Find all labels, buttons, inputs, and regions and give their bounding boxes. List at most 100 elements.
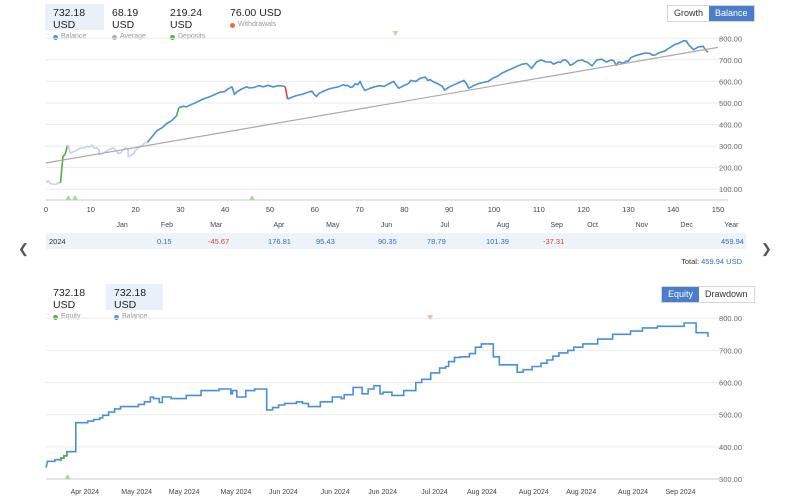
stat-deposits[interactable]: 219.24 USD Deposits	[162, 4, 224, 40]
x-tick-label: 30	[176, 205, 184, 214]
stat-withdrawals[interactable]: 76.00 USD Withdrawals	[222, 4, 292, 30]
x-tick-label: Jul 2024	[421, 489, 448, 496]
y-tick-label: 500.00	[719, 99, 742, 108]
y-tick-label: 200.00	[719, 164, 742, 173]
month-label: Dec	[680, 222, 693, 229]
legend-dot	[112, 34, 117, 40]
x-tick-label: 10	[87, 205, 95, 214]
series-line-withdrawal	[284, 86, 289, 100]
total-value: 459.94 USD	[701, 257, 742, 266]
month-value-may: 95.43	[316, 237, 335, 246]
series-line-balance-early	[45, 180, 61, 186]
stat-value: 76.00 USD	[230, 7, 282, 19]
y-tick-label: 700.00	[719, 346, 742, 355]
y-tick-label: 100.00	[719, 185, 742, 194]
year-label: 2024	[49, 237, 66, 246]
y-tick-label: 500.00	[719, 411, 742, 420]
series-line-balance-main	[287, 39, 709, 100]
y-tick-label: 400.00	[719, 443, 742, 452]
x-tick-label: 150	[712, 205, 725, 214]
series-line-equity-deposits	[60, 451, 68, 462]
balance-button[interactable]: Balance	[709, 6, 754, 21]
y-tick-label: 800.00	[719, 34, 742, 43]
stat-balance-bottom[interactable]: 732.18 USD Balance	[106, 284, 163, 320]
month-value-apr: 176.81	[268, 237, 291, 246]
stat-value: 732.18 USD	[53, 287, 86, 311]
balance-chart: 100.00 200.00 300.00 400.00 500.00 600.00 700.…	[44, 31, 742, 229]
next-arrow-icon[interactable]: ❯	[761, 241, 772, 256]
y-tick-label: 300.00	[719, 142, 742, 151]
x-tick-label: Sep 2024	[666, 489, 696, 496]
y-tick-label: 600.00	[719, 379, 742, 388]
series-line-deposits	[59, 144, 69, 183]
x-tick-label: 0	[44, 205, 48, 214]
prev-arrow-icon[interactable]: ❮	[18, 241, 29, 256]
deposit-marker	[72, 195, 79, 200]
month-label: Feb	[161, 222, 173, 229]
drawdown-button[interactable]: Drawdown	[699, 287, 754, 302]
month-label: May	[326, 222, 340, 229]
x-tick-label: 40	[221, 205, 229, 214]
x-tick-label: 100	[488, 205, 501, 214]
month-label: Jan	[117, 222, 128, 229]
legend-dot	[53, 314, 58, 320]
x-tick-label: Jun 2024	[368, 489, 397, 496]
deposit-marker	[65, 195, 72, 200]
month-value-mar: -45.67	[208, 237, 230, 246]
x-tick-label: May 2024	[169, 489, 200, 496]
series-line-balance-faded	[66, 141, 148, 158]
stat-equity[interactable]: 732.18 USD Equity	[45, 284, 107, 320]
stat-value: 68.19 USD	[112, 7, 139, 31]
series-line-deposits-2	[175, 107, 180, 117]
month-label: Aug	[497, 222, 510, 229]
y-tick-label: 600.00	[719, 77, 742, 86]
legend-dot	[170, 34, 175, 40]
month-value-sep: -37.31	[543, 237, 565, 246]
total-label: Total:	[681, 257, 700, 266]
stat-label: Average	[120, 33, 146, 40]
series-line-balance-main	[146, 115, 178, 143]
monthly-returns-row: 2024 0.15 -45.67 176.81 95.43 90.35 78.7…	[46, 233, 746, 249]
legend-dot	[114, 314, 119, 320]
month-label: Oct	[587, 222, 598, 229]
stat-value: 219.24 USD	[170, 7, 203, 31]
equity-chart: 300.00 400.00 500.00 600.00 700.00 800.00 Apr …	[45, 314, 742, 496]
y-tick-label: 800.00	[719, 314, 742, 323]
x-tick-label: May 2024	[221, 489, 252, 496]
y-tick-label: 300.00	[719, 475, 742, 484]
stat-label: Equity	[61, 313, 81, 320]
y-tick-label: 700.00	[719, 56, 742, 65]
month-value-feb: 0.15	[157, 237, 172, 246]
year-total-value: 459.94	[721, 237, 744, 246]
month-label: Year	[724, 222, 739, 229]
legend-dot	[53, 34, 58, 40]
x-tick-label: Aug 2024	[519, 489, 549, 496]
x-tick-label: 120	[577, 205, 590, 214]
chart-type-toggle: Equity Drawdown	[661, 286, 755, 303]
withdrawal-marker	[392, 31, 399, 36]
chart-mode-toggle: Growth Balance	[667, 5, 755, 22]
x-tick-label: Aug 2024	[467, 489, 497, 496]
month-value-jul: 78.79	[427, 237, 446, 246]
series-line-average	[45, 46, 719, 164]
stat-average[interactable]: 68.19 USD Average	[104, 4, 162, 40]
month-label: Sep	[550, 222, 563, 229]
series-line-equity-steps	[45, 322, 709, 468]
x-tick-label: Jun 2024	[321, 489, 350, 496]
stat-value: 732.18 USD	[114, 287, 147, 311]
stat-label: Deposits	[178, 33, 206, 40]
stat-label: Balance	[122, 313, 148, 320]
month-value-jun: 90.35	[378, 237, 397, 246]
equity-button[interactable]: Equity	[662, 287, 700, 302]
x-tick-label: 110	[533, 205, 545, 214]
stat-label: Balance	[61, 33, 87, 40]
growth-button[interactable]: Growth	[668, 6, 710, 21]
legend-dot	[230, 22, 235, 28]
x-tick-label: 50	[266, 205, 274, 214]
stat-balance[interactable]: 732.18 USD Balance	[45, 4, 104, 40]
month-label: Nov	[636, 222, 649, 229]
deposit-marker	[64, 474, 71, 479]
x-tick-label: 130	[622, 205, 635, 214]
x-tick-label: Aug 2024	[618, 489, 648, 496]
x-tick-label: Apr 2024	[71, 489, 100, 496]
